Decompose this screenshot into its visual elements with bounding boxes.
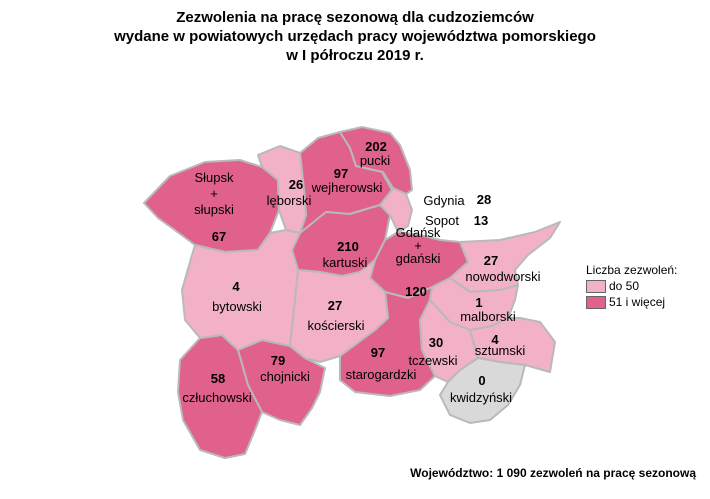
region-gdynia-sopot[interactable] [379,187,413,233]
footer-total: Województwo: 1 090 zezwoleń na pracę sez… [410,466,696,480]
legend-label-high: 51 i więcej [609,295,666,309]
label-malborski: malborski [460,309,516,324]
value-nowodworski: 27 [483,253,499,268]
label-tczewski: tczewski [408,353,458,368]
legend-swatch-low [586,280,606,293]
label-pucki: pucki [359,153,391,168]
label-bytowski: bytowski [212,299,262,314]
title-line-2: wydane w powiatowych urzędach pracy woje… [114,28,596,45]
label-kartuski: kartuski [322,255,368,270]
value-bytowski: 4 [232,279,240,294]
label-czluchowski: człuchowski [182,390,252,405]
value-leborski: 26 [288,177,304,192]
label-starogardzki: starogardzki [345,367,417,382]
value-wejherowski: 97 [333,166,349,181]
value-sztumski: 4 [491,332,499,347]
legend-item-low: do 50 [586,279,677,294]
label-leborski: lęborski [266,193,312,208]
label-koscierski: kościerski [307,318,365,333]
label-wejherowski: wejherowski [311,180,383,195]
label-gdynia: Gdynia [423,193,465,208]
value-czluchowski: 58 [210,371,226,386]
label-slupsk: Słupsk + słupski [194,170,234,217]
value-kartuski: 210 [337,239,359,254]
legend-label-low: do 50 [609,279,640,293]
legend-item-high: 51 i więcej [586,295,677,310]
value-chojnicki: 79 [270,353,286,368]
value-slupsk: 67 [211,229,227,244]
label-chojnicki: chojnicki [260,369,310,384]
value-malborski: 1 [475,295,483,310]
title-line-1: Zezwolenia na pracę sezonową dla cudzozi… [176,9,534,26]
label-sopot: Sopot [425,213,459,228]
region-slupsk[interactable] [143,159,280,253]
map-title: Zezwolenia na pracę sezonową dla cudzozi… [0,8,710,65]
value-gdynia: 28 [476,192,492,207]
legend: Liczba zezwoleń: do 50 51 i więcej [586,263,677,310]
title-line-3: w I półroczu 2019 r. [286,47,424,64]
value-pucki: 202 [365,139,387,154]
legend-swatch-high [586,296,606,309]
region-kwidzynski[interactable] [439,357,526,424]
region-koscierski[interactable] [289,259,389,363]
value-tczewski: 30 [428,335,444,350]
label-gdansk: Gdańsk + gdański [395,225,441,266]
value-sopot: 13 [473,213,489,228]
value-gdansk: 120 [405,284,427,299]
value-koscierski: 27 [327,298,343,313]
value-starogardzki: 97 [370,345,386,360]
legend-title: Liczba zezwoleń: [586,263,678,277]
value-kwidzynski: 0 [478,373,486,388]
label-nowodworski: nowodworski [465,269,541,284]
label-sztumski: sztumski [474,343,526,358]
label-kwidzynski: kwidzyński [449,390,513,405]
region-pucki[interactable] [339,126,413,195]
